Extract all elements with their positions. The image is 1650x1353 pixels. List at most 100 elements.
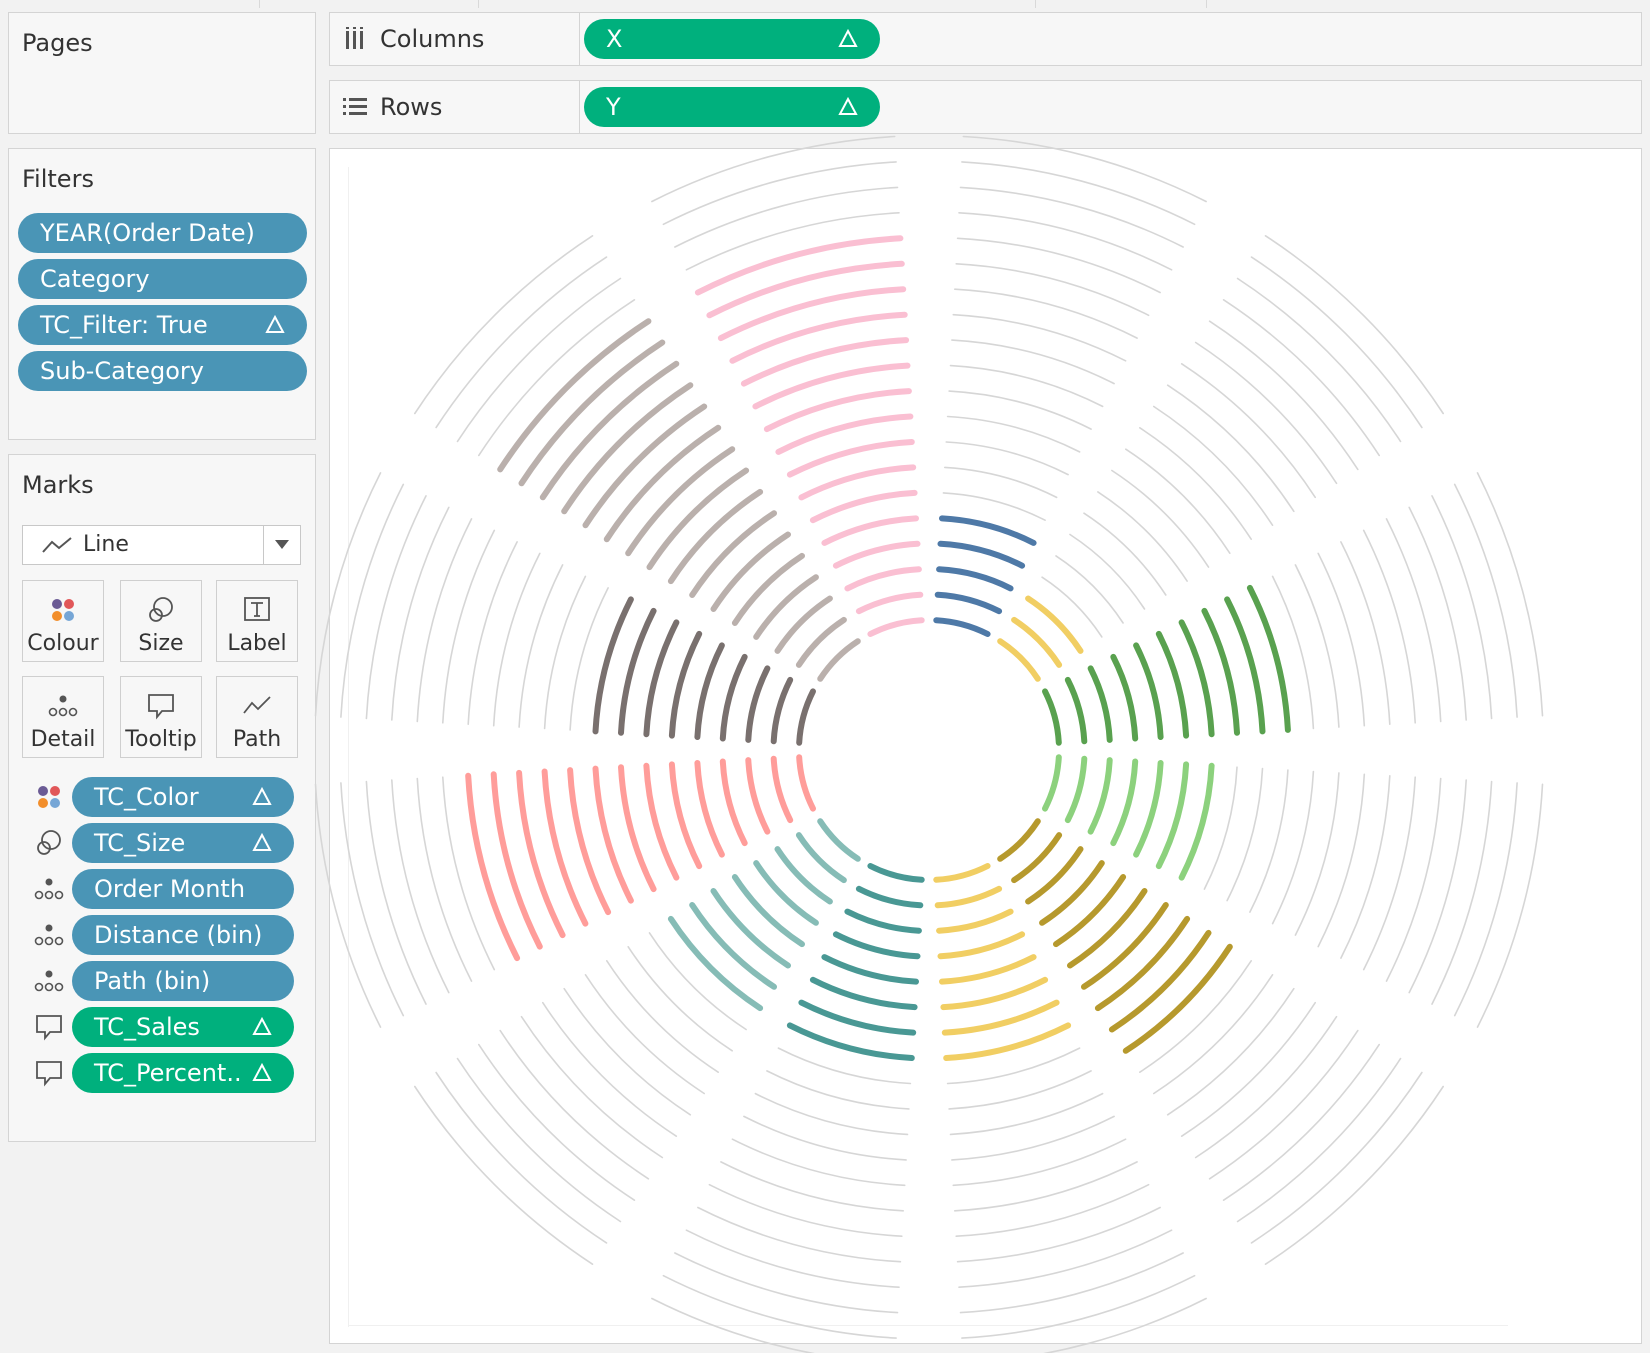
- chart-arc-filled[interactable]: [1155, 761, 1190, 870]
- chart-arc-filled[interactable]: [1178, 762, 1215, 881]
- chart-arc-background[interactable]: [946, 415, 1081, 453]
- chart-arc-background[interactable]: [1431, 780, 1493, 1005]
- chart-arc-background[interactable]: [1180, 1001, 1316, 1137]
- chart-arc-filled[interactable]: [1110, 653, 1139, 742]
- chart-arc-filled[interactable]: [719, 758, 748, 847]
- chart-arc-background[interactable]: [1041, 576, 1103, 638]
- chart-arc-background[interactable]: [1294, 564, 1340, 728]
- chart-arc-filled[interactable]: [933, 617, 991, 637]
- chart-arc-background[interactable]: [456, 277, 622, 443]
- chart-arc-filled[interactable]: [809, 489, 918, 524]
- columns-pill-x[interactable]: X: [584, 19, 880, 59]
- chart-arc-background[interactable]: [569, 587, 609, 731]
- chart-arc-background[interactable]: [1125, 448, 1231, 554]
- mark-type-dropdown[interactable]: Line: [22, 525, 301, 565]
- chart-arc-background[interactable]: [942, 492, 1046, 521]
- chart-arc-background[interactable]: [365, 495, 427, 720]
- chart-arc-filled[interactable]: [516, 769, 566, 939]
- chart-arc-background[interactable]: [1166, 384, 1295, 513]
- chart-arc-filled[interactable]: [618, 764, 657, 893]
- chart-arc-filled[interactable]: [694, 642, 725, 740]
- chart-arc-background[interactable]: [945, 441, 1069, 476]
- chart-arc-background[interactable]: [1236, 1057, 1402, 1223]
- chart-arc-filled[interactable]: [497, 318, 652, 473]
- chart-arc-background[interactable]: [952, 1138, 1127, 1187]
- chart-arc-background[interactable]: [1250, 1071, 1423, 1244]
- chart-arc-background[interactable]: [651, 135, 896, 203]
- chart-arc-background[interactable]: [1271, 770, 1315, 925]
- mark-pill-tc-percent[interactable]: TC_Percent..: [72, 1053, 294, 1093]
- pages-card[interactable]: Pages: [8, 12, 316, 134]
- chart-arc-filled[interactable]: [775, 413, 914, 455]
- chart-arc-filled[interactable]: [1064, 676, 1088, 745]
- chart-arc-filled[interactable]: [753, 574, 819, 640]
- chart-arc-filled[interactable]: [694, 235, 904, 296]
- mark-pill-tc-size[interactable]: TC_Size: [72, 823, 294, 863]
- chart-arc-filled[interactable]: [1081, 902, 1169, 990]
- chart-arc-background[interactable]: [958, 212, 1173, 271]
- chart-arc-filled[interactable]: [934, 591, 1003, 615]
- chart-arc-filled[interactable]: [465, 772, 521, 962]
- chart-arc-filled[interactable]: [774, 595, 833, 654]
- chart-arc-filled[interactable]: [745, 757, 771, 835]
- chart-arc-background[interactable]: [499, 1029, 650, 1180]
- chart-arc-filled[interactable]: [618, 607, 657, 736]
- chart-arc-background[interactable]: [743, 1115, 907, 1161]
- chart-arc-background[interactable]: [340, 782, 405, 1017]
- chart-arc-background[interactable]: [584, 974, 705, 1095]
- chart-arc-background[interactable]: [1408, 779, 1467, 994]
- chart-arc-background[interactable]: [1362, 776, 1416, 971]
- chart-arc-background[interactable]: [1180, 363, 1316, 499]
- chart-arc-background[interactable]: [961, 1274, 1196, 1339]
- chart-arc-background[interactable]: [1408, 506, 1467, 721]
- chart-arc-background[interactable]: [1153, 405, 1274, 526]
- chart-arc-background[interactable]: [478, 1043, 636, 1201]
- chart-arc-background[interactable]: [606, 960, 719, 1073]
- chart-arc-filled[interactable]: [832, 931, 921, 960]
- chart-arc-background[interactable]: [1222, 299, 1380, 457]
- chart-arc-filled[interactable]: [753, 860, 819, 926]
- chart-arc-background[interactable]: [946, 1047, 1081, 1085]
- chart-arc-filled[interactable]: [936, 566, 1014, 592]
- chart-arc-filled[interactable]: [689, 510, 777, 598]
- chart-arc-background[interactable]: [648, 932, 747, 1031]
- chart-arc-filled[interactable]: [561, 382, 694, 515]
- chart-arc-filled[interactable]: [1067, 888, 1148, 969]
- chart-arc-background[interactable]: [1317, 773, 1366, 948]
- chart-arc-background[interactable]: [1453, 782, 1518, 1017]
- chart-arc-background[interactable]: [952, 313, 1127, 362]
- chart-arc-filled[interactable]: [668, 630, 703, 739]
- chart-arc-filled[interactable]: [710, 888, 791, 969]
- chart-arc-filled[interactable]: [770, 676, 794, 745]
- chart-arc-filled[interactable]: [1224, 596, 1266, 735]
- chart-arc-filled[interactable]: [643, 762, 680, 881]
- mark-pill-order-month[interactable]: Order Month: [72, 869, 294, 909]
- chart-arc-filled[interactable]: [1110, 758, 1139, 847]
- chart-arc-background[interactable]: [948, 1070, 1092, 1110]
- chart-arc-background[interactable]: [777, 1047, 912, 1085]
- chart-arc-filled[interactable]: [855, 885, 924, 909]
- chart-arc-filled[interactable]: [1133, 760, 1164, 858]
- chart-arc-background[interactable]: [959, 1252, 1184, 1314]
- chart-arc-background[interactable]: [1250, 256, 1423, 429]
- chart-arc-filled[interactable]: [943, 1022, 1072, 1061]
- chart-arc-background[interactable]: [674, 186, 899, 248]
- filters-card[interactable]: Filters YEAR(Order Date) Category TC_Fil…: [8, 148, 316, 440]
- chart-arc-background[interactable]: [961, 161, 1196, 226]
- chart-arc-background[interactable]: [1222, 1043, 1380, 1201]
- chart-arc-background[interactable]: [1097, 491, 1188, 582]
- chart-arc-filled[interactable]: [1087, 665, 1113, 743]
- chart-arc-filled[interactable]: [763, 388, 912, 433]
- chart-arc-background[interactable]: [1385, 518, 1442, 723]
- chart-arc-background[interactable]: [1208, 320, 1359, 471]
- filter-pill-year-order-date[interactable]: YEAR(Order Date): [18, 213, 307, 253]
- chart-arc-filled[interactable]: [1246, 584, 1291, 733]
- chart-arc-background[interactable]: [314, 783, 382, 1028]
- chart-arc-filled[interactable]: [625, 446, 736, 557]
- chart-arc-filled[interactable]: [1201, 607, 1240, 736]
- chart-arc-background[interactable]: [754, 1092, 909, 1136]
- chart-arc-background[interactable]: [391, 506, 450, 721]
- chart-arc-background[interactable]: [1271, 575, 1315, 730]
- chart-arc-filled[interactable]: [1025, 846, 1084, 905]
- chart-arc-background[interactable]: [1264, 1085, 1444, 1265]
